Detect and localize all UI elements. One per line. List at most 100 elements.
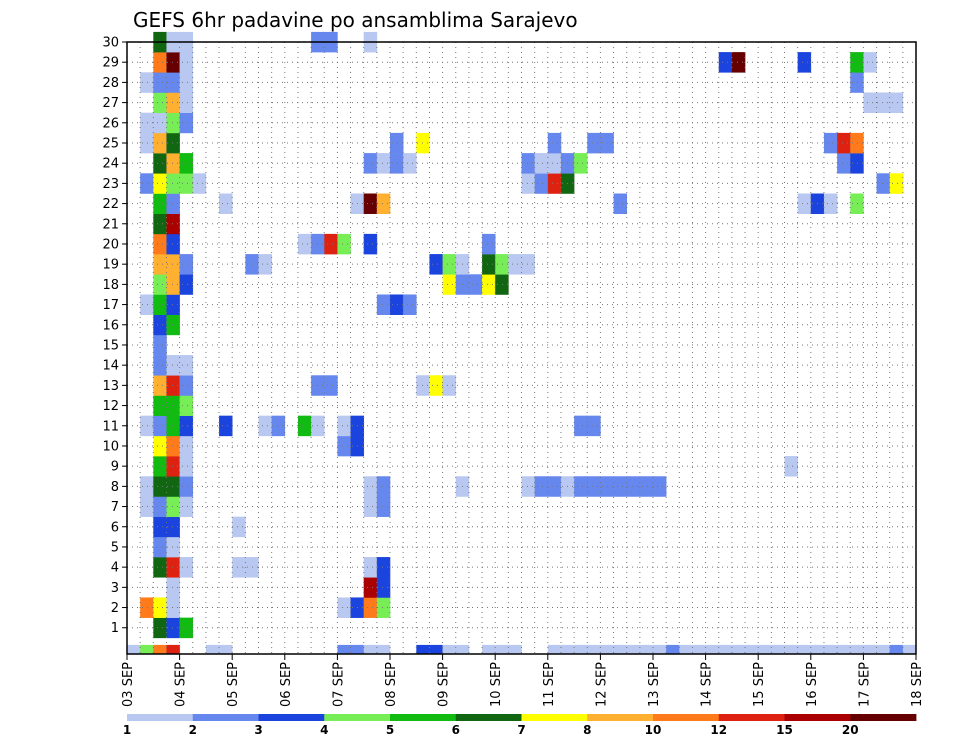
heatmap-cell (179, 375, 194, 396)
heatmap-cell (324, 233, 338, 255)
colorbar-swatch (390, 714, 457, 721)
heatmap-cell (718, 52, 733, 73)
y-tick-label: 1 (111, 621, 119, 636)
heatmap-cell (179, 435, 194, 457)
heatmap-cell (797, 644, 812, 655)
y-tick-label: 20 (102, 237, 119, 252)
heatmap-cell (179, 173, 194, 194)
heatmap-cell (600, 644, 614, 655)
x-tick-label: 13 SEP (647, 662, 662, 707)
heatmap-cell (653, 476, 667, 497)
heatmap-cell (179, 557, 194, 578)
heatmap-cell (166, 516, 180, 538)
heatmap-cell (482, 644, 496, 655)
heatmap-cell (153, 644, 167, 655)
heatmap-cell (363, 597, 378, 618)
y-tick-label: 4 (111, 561, 119, 576)
heatmap-cell (455, 644, 470, 655)
heatmap-cell (574, 415, 588, 437)
heatmap-cell (153, 274, 167, 295)
heatmap-cell (587, 132, 601, 154)
heatmap-cell (363, 496, 378, 517)
heatmap-cell (547, 132, 562, 154)
heatmap-cell (219, 415, 233, 437)
colorbar: 1 2 3 4 5 6 7 8 10 12 15 20 (123, 714, 917, 737)
colorbar-swatch (192, 714, 259, 721)
heatmap-cell (166, 274, 180, 295)
heatmap-cell (403, 294, 417, 315)
heatmap-cell (153, 52, 167, 73)
heatmap-cell (376, 644, 391, 655)
heatmap-cell (837, 132, 851, 154)
y-tick-label: 26 (102, 116, 119, 131)
heatmap-cell (587, 644, 601, 655)
heatmap-cell (547, 644, 562, 655)
y-tick-label: 18 (102, 278, 119, 293)
heatmap-cell (547, 173, 562, 194)
heatmap-cell (692, 644, 706, 655)
heatmap-cell (179, 254, 194, 275)
colorbar-swatch (324, 714, 391, 721)
heatmap-cell (166, 375, 180, 396)
heatmap-cell (166, 536, 180, 558)
y-tick-label: 6 (111, 520, 119, 535)
y-tick-label: 9 (111, 460, 119, 475)
heatmap-cell (179, 92, 194, 113)
heatmap-cell (442, 644, 457, 655)
heatmap-cell (179, 274, 194, 295)
heatmap-cell (534, 173, 549, 194)
heatmap-cell (166, 644, 180, 655)
heatmap-cell (166, 314, 180, 336)
colorbar-tick-label: 7 (517, 723, 525, 737)
heatmap-cell (482, 274, 496, 295)
y-tick-label: 17 (102, 298, 119, 313)
heatmap-cell (863, 644, 877, 655)
x-tick-label: 12 SEP (594, 662, 609, 707)
heatmap-cell (153, 173, 167, 194)
heatmap-cell (179, 112, 194, 134)
heatmap-cell (442, 274, 457, 295)
heatmap-cell (271, 415, 286, 437)
colorbar-swatch (455, 714, 522, 721)
heatmap-cell (521, 254, 535, 275)
colorbar-tick-label: 3 (254, 723, 262, 737)
heatmap-cell (850, 52, 864, 73)
heatmap-cell (889, 92, 904, 113)
heatmap-cell (547, 153, 562, 174)
heatmap-cell (166, 597, 180, 618)
heatmap-cell (613, 644, 627, 655)
grid-lines (127, 41, 916, 654)
heatmap-cell (390, 132, 404, 154)
heatmap-cell (153, 617, 167, 639)
heatmap-cell (876, 173, 890, 194)
heatmap-cell (166, 496, 180, 517)
heatmap-cell (850, 644, 864, 655)
heatmap-cell (232, 516, 246, 538)
x-tick-label: 04 SEP (174, 662, 189, 707)
heatmap-cell (666, 644, 680, 655)
heatmap-cell (166, 92, 180, 113)
y-tick-label: 19 (102, 258, 119, 273)
heatmap-cell (495, 274, 509, 295)
heatmap-cell (153, 456, 167, 477)
heatmap-cell (127, 644, 141, 655)
heatmap-cell (482, 233, 496, 255)
heatmap-cell (495, 254, 509, 275)
y-tick-label: 27 (102, 96, 119, 111)
heatmap-cell (416, 644, 430, 655)
y-tick-label: 8 (111, 480, 119, 495)
heatmap-cell (574, 153, 588, 174)
x-tick-label: 14 SEP (700, 662, 715, 707)
heatmap-cell (376, 597, 391, 618)
heatmap-cell (679, 644, 693, 655)
heatmap-cell (810, 644, 825, 655)
heatmap-cell (153, 516, 167, 538)
y-tick-label: 15 (102, 338, 119, 353)
y-tick-label: 3 (111, 581, 119, 596)
heatmap-cell (758, 644, 772, 655)
heatmap-cell (823, 193, 838, 214)
heatmap-cell (376, 193, 391, 214)
heatmap-cell (823, 644, 838, 655)
heatmap-cell (153, 435, 167, 457)
